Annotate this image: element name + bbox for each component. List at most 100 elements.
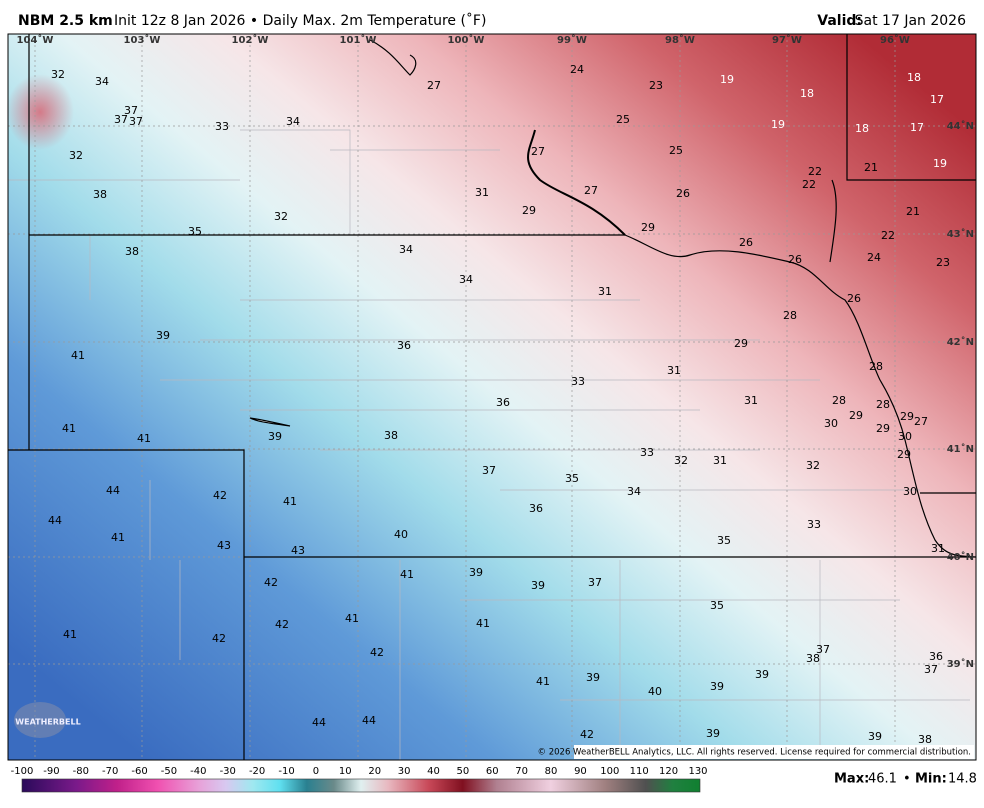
colorbar-tick-label: 10 bbox=[339, 766, 352, 777]
station-value: 29 bbox=[849, 409, 863, 422]
station-value: 22 bbox=[881, 229, 895, 242]
logo-mark bbox=[14, 702, 66, 738]
latitude-label: 39˚N bbox=[947, 658, 974, 670]
station-value: 32 bbox=[806, 459, 820, 472]
colorbar-tick-label: 30 bbox=[398, 766, 411, 777]
station-value: 43 bbox=[217, 539, 231, 552]
station-value: 35 bbox=[717, 534, 731, 547]
station-value: 33 bbox=[640, 446, 654, 459]
station-value: 34 bbox=[95, 75, 109, 88]
colorbar-tick-label: -10 bbox=[278, 766, 294, 777]
station-value: 19 bbox=[771, 118, 785, 131]
station-value: 26 bbox=[847, 292, 861, 305]
init-description: Init 12z 8 Jan 2026 • Daily Max. 2m Temp… bbox=[114, 12, 486, 29]
copyright: © 2026 WeatherBELL Analytics, LLC. All r… bbox=[538, 748, 971, 758]
station-value: 31 bbox=[667, 364, 681, 377]
station-value: 17 bbox=[910, 121, 924, 134]
temperature-field bbox=[8, 34, 976, 760]
colorbar-tick-label: 130 bbox=[688, 766, 707, 777]
model-name: NBM 2.5 km bbox=[18, 13, 113, 29]
station-value: 36 bbox=[496, 396, 510, 409]
station-value: 34 bbox=[286, 115, 300, 128]
station-value: 36 bbox=[929, 650, 943, 663]
station-value: 37 bbox=[588, 576, 602, 589]
colorbar-tick-label: 110 bbox=[630, 766, 649, 777]
station-value: 33 bbox=[215, 120, 229, 133]
station-value: 27 bbox=[531, 145, 545, 158]
station-value: 38 bbox=[125, 245, 139, 258]
station-value: 27 bbox=[427, 79, 441, 92]
station-value: 39 bbox=[268, 430, 282, 443]
station-value: 41 bbox=[137, 432, 151, 445]
station-value: 25 bbox=[669, 144, 683, 157]
station-value: 39 bbox=[531, 579, 545, 592]
station-value: 39 bbox=[469, 566, 483, 579]
max-value: 46.1 bbox=[868, 772, 897, 787]
colorbar-tick-label: -70 bbox=[102, 766, 118, 777]
station-value: 39 bbox=[710, 680, 724, 693]
longitude-label: 97˚W bbox=[772, 34, 802, 46]
station-value: 44 bbox=[312, 716, 326, 729]
station-value: 21 bbox=[864, 161, 878, 174]
station-value: 41 bbox=[111, 531, 125, 544]
longitude-label: 101˚W bbox=[340, 34, 377, 46]
colorbar-tick-label: 90 bbox=[574, 766, 587, 777]
colorbar-tick-label: 120 bbox=[659, 766, 678, 777]
colorbar-tick-label: 0 bbox=[313, 766, 319, 777]
station-value: 30 bbox=[824, 417, 838, 430]
stats-separator: • bbox=[903, 772, 911, 787]
state-borders bbox=[8, 34, 977, 760]
longitude-label: 100˚W bbox=[448, 34, 485, 46]
station-value: 23 bbox=[649, 79, 663, 92]
station-value: 37 bbox=[482, 464, 496, 477]
colorbar bbox=[21, 778, 701, 793]
colorbar-tick-label: -80 bbox=[73, 766, 89, 777]
latitude-label: 43˚N bbox=[947, 228, 974, 240]
station-value: 34 bbox=[399, 243, 413, 256]
min-value: 14.8 bbox=[948, 772, 977, 787]
longitude-label: 104˚W bbox=[17, 34, 54, 46]
station-value: 43 bbox=[291, 544, 305, 557]
station-value: 37 bbox=[924, 663, 938, 676]
colorbar-tick-label: -40 bbox=[190, 766, 206, 777]
station-value: 31 bbox=[931, 542, 945, 555]
station-value: 32 bbox=[274, 210, 288, 223]
station-value: 26 bbox=[739, 236, 753, 249]
station-value: 39 bbox=[868, 730, 882, 743]
station-value: 19 bbox=[933, 157, 947, 170]
colorbar-tick-label: 100 bbox=[600, 766, 619, 777]
longitude-label: 103˚W bbox=[124, 34, 161, 46]
station-value: 26 bbox=[676, 187, 690, 200]
station-value: 38 bbox=[93, 188, 107, 201]
valid-label: Valid: bbox=[817, 13, 862, 29]
colorbar-tick-label: -100 bbox=[11, 766, 34, 777]
colorbar-tick-label: 80 bbox=[545, 766, 558, 777]
station-value: 36 bbox=[397, 339, 411, 352]
longitude-label: 102˚W bbox=[232, 34, 269, 46]
map-frame bbox=[7, 33, 977, 761]
colorbar-tick-label: -60 bbox=[131, 766, 147, 777]
station-value: 34 bbox=[459, 273, 473, 286]
station-value: 18 bbox=[800, 87, 814, 100]
station-value: 39 bbox=[156, 329, 170, 342]
station-value: 44 bbox=[362, 714, 376, 727]
colorbar-tick-label: -20 bbox=[249, 766, 265, 777]
station-value: 41 bbox=[283, 495, 297, 508]
station-value: 28 bbox=[832, 394, 846, 407]
latitude-label: 41˚N bbox=[947, 443, 974, 455]
station-value: 30 bbox=[903, 485, 917, 498]
station-value: 42 bbox=[213, 489, 227, 502]
station-value: 31 bbox=[475, 186, 489, 199]
logo: WEATHERBELL bbox=[15, 718, 80, 727]
station-value: 38 bbox=[918, 733, 932, 746]
station-value: 29 bbox=[522, 204, 536, 217]
station-value: 42 bbox=[264, 576, 278, 589]
longitude-label: 99˚W bbox=[557, 34, 587, 46]
station-value: 37 bbox=[129, 115, 143, 128]
max-label: Max: bbox=[834, 772, 869, 787]
longitude-label: 96˚W bbox=[880, 34, 910, 46]
station-value: 19 bbox=[720, 73, 734, 86]
station-value: 29 bbox=[900, 410, 914, 423]
station-value: 17 bbox=[930, 93, 944, 106]
